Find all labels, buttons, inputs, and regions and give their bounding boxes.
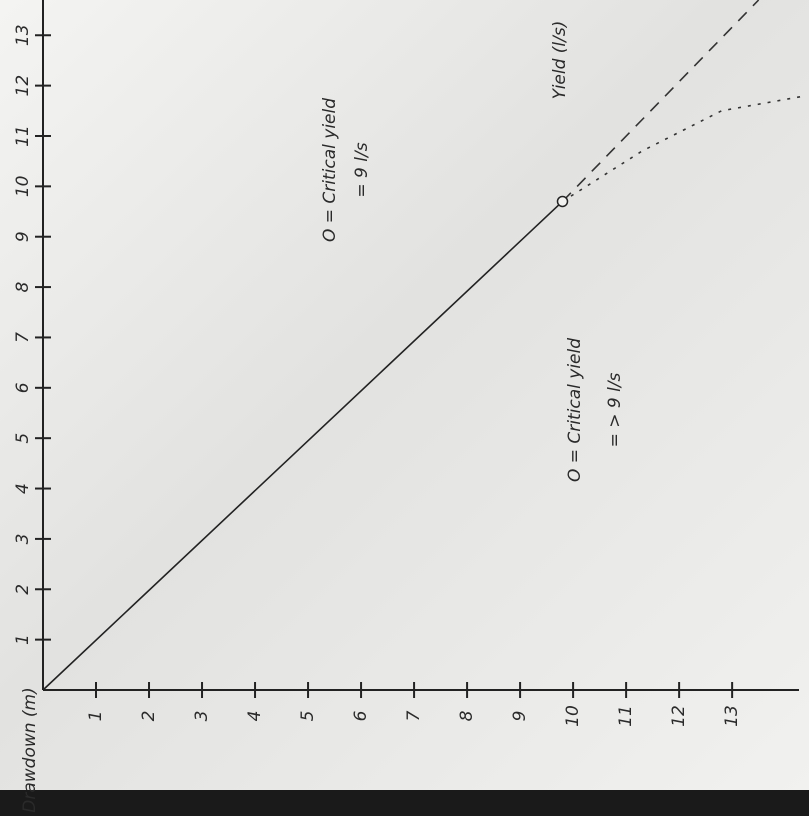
- x-tick-label: 6: [351, 710, 371, 721]
- y-tick-label: 12: [13, 75, 33, 97]
- x-tick-label: 13: [722, 705, 742, 727]
- y-tick-label: 8: [13, 281, 33, 292]
- x-tick-label: 11: [616, 705, 636, 727]
- annotation: = 9 l/s: [352, 142, 372, 197]
- y-tick-label: 2: [13, 584, 33, 595]
- y-tick-label: 1: [13, 634, 33, 645]
- x-tick-label: 10: [563, 705, 583, 727]
- x-tick-label: 9: [510, 711, 530, 722]
- y-tick-label: 4: [13, 483, 33, 494]
- y-tick-label: 10: [13, 176, 33, 198]
- paper: [0, 0, 809, 790]
- x-tick-label: 4: [245, 711, 265, 722]
- y-axis-label: Yield (l/s): [550, 21, 570, 100]
- annotation: O = Critical yield: [565, 338, 585, 482]
- x-tick-label: 5: [298, 711, 318, 722]
- x-tick-label: 3: [192, 711, 212, 722]
- x-tick-label: 12: [669, 705, 689, 727]
- y-tick-label: 11: [13, 125, 33, 147]
- y-tick-label: 5: [13, 433, 33, 444]
- y-tick-label: 9: [13, 231, 33, 242]
- y-tick-label: 7: [13, 332, 33, 343]
- x-tick-label: 2: [139, 711, 159, 722]
- y-tick-label: 13: [13, 24, 33, 46]
- x-tick-label: 7: [404, 710, 424, 721]
- x-tick-label: 8: [457, 710, 477, 721]
- chart: Drawdown (m) Yield (l/s) 123456789101112…: [0, 0, 809, 816]
- x-axis-label: Drawdown (m): [20, 687, 40, 813]
- critical-point: [558, 196, 568, 206]
- y-tick-label: 6: [13, 382, 33, 393]
- annotation: O = Critical yield: [320, 98, 340, 242]
- x-tick-label: 1: [86, 711, 106, 722]
- annotation: = > 9 l/s: [605, 372, 625, 447]
- photo-edge: [0, 790, 809, 816]
- y-tick-label: 3: [13, 533, 33, 544]
